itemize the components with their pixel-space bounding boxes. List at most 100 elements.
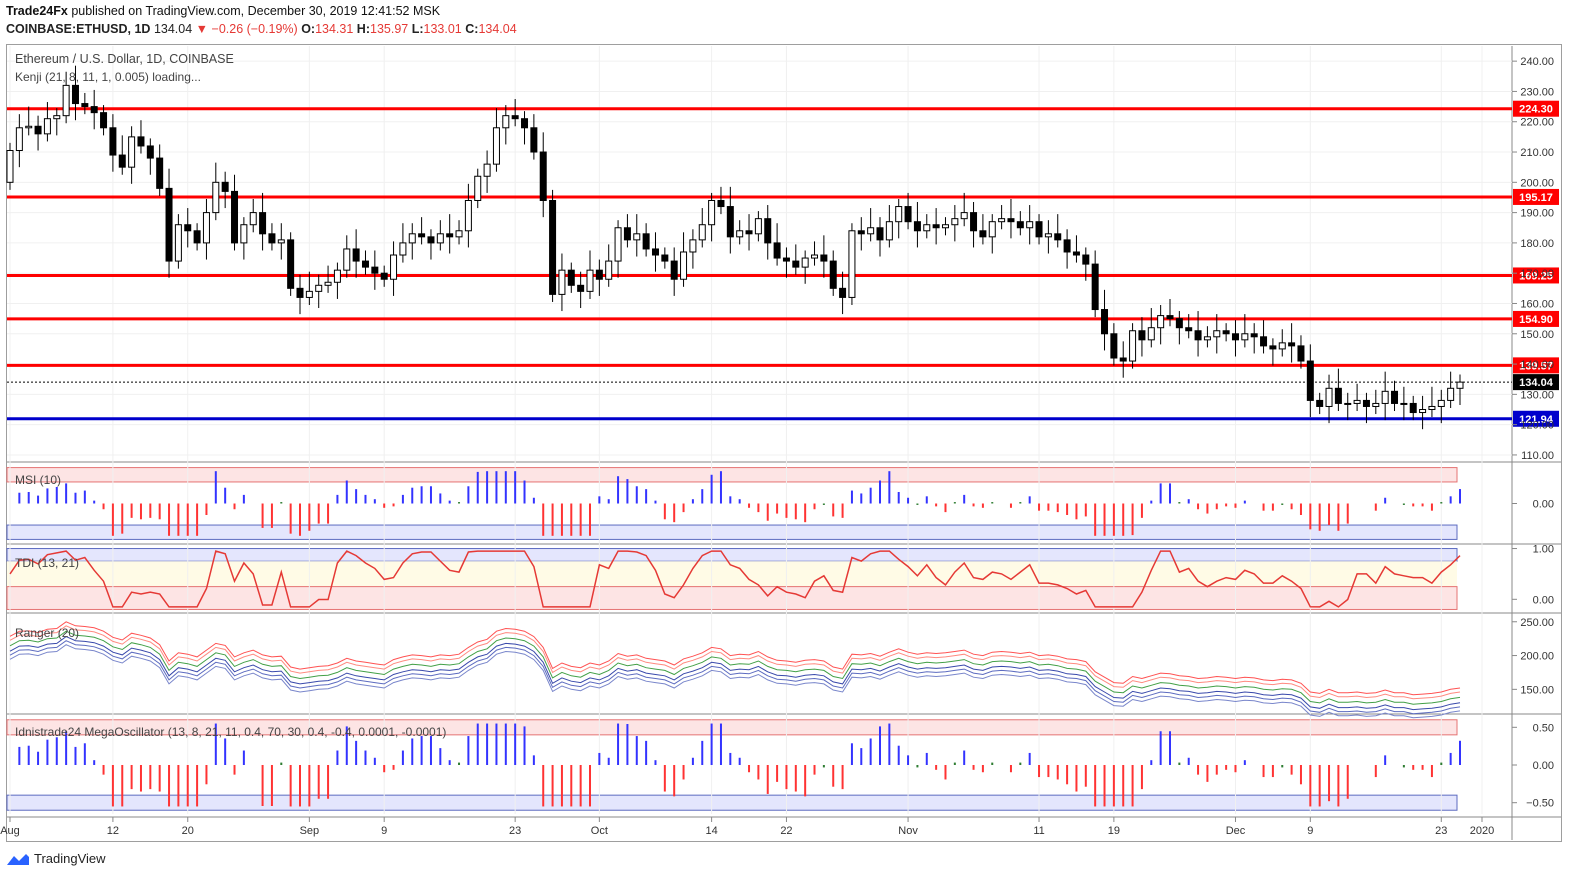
candle-body — [249, 212, 257, 226]
osc-axis-label: 1.00 — [1533, 544, 1554, 556]
candle-body — [174, 224, 182, 262]
candle-body — [324, 281, 332, 286]
candle-body — [782, 257, 790, 262]
candle-body — [754, 218, 762, 235]
candle-body — [876, 227, 884, 241]
candle-body — [296, 287, 304, 298]
candle-body — [1278, 342, 1286, 350]
candle-body — [221, 181, 229, 192]
candle-body — [904, 206, 912, 223]
symbol-name[interactable]: COINBASE:ETHUSD, 1D — [6, 22, 151, 36]
price-level-label: 139.57 — [1519, 360, 1553, 372]
candle-body — [502, 115, 510, 129]
candle-body — [259, 212, 267, 235]
candle-body — [895, 206, 903, 223]
footer-brand[interactable]: TradingView — [6, 851, 106, 866]
candle-body — [305, 290, 313, 298]
price-axis-label: 200.00 — [1520, 177, 1554, 189]
price-level-badge — [1513, 357, 1559, 374]
price-axis-label: 110.00 — [1521, 450, 1554, 462]
price-axis-label: 120.00 — [1520, 420, 1554, 432]
candle-body — [651, 248, 659, 256]
tdi-title[interactable]: TDI (13, 21) — [15, 556, 80, 570]
candle-body — [361, 260, 369, 268]
main-chart-title[interactable]: Ethereum / U.S. Dollar, 1D, COINBASE — [15, 52, 234, 66]
candle-body — [1016, 221, 1024, 229]
candle-body — [446, 233, 454, 238]
candle-body — [1362, 399, 1370, 407]
candle-body — [1372, 402, 1380, 407]
mega-oscillator-title[interactable]: Idnistrade24 MegaOscillator (13, 8, 21, … — [15, 725, 447, 739]
candle-body — [1157, 315, 1165, 329]
open-value: 134.31 — [315, 22, 354, 36]
candle-body — [577, 284, 585, 292]
candle-body — [333, 269, 341, 283]
candle-body — [595, 269, 603, 280]
time-axis-label: Dec — [1226, 825, 1246, 837]
candle-body — [1129, 330, 1137, 362]
candle-body — [549, 199, 557, 295]
candle-body — [521, 118, 529, 129]
candle-body — [633, 233, 641, 241]
price-level-label: 224.30 — [1519, 104, 1553, 116]
time-axis-label: 11 — [1033, 825, 1044, 837]
candle-body — [923, 224, 931, 232]
price-level-badge — [1513, 310, 1559, 327]
osc-axis-label: 0.00 — [1533, 594, 1554, 606]
msi-lower-band — [6, 524, 1458, 540]
candle-body — [165, 187, 173, 262]
candle-body — [408, 233, 416, 244]
price-level-badge — [1513, 410, 1559, 427]
candle-body — [642, 233, 650, 250]
chart-frame — [6, 44, 1562, 842]
candle-body — [1147, 327, 1155, 341]
osc-axis-label: 0.00 — [1533, 760, 1554, 772]
published-text: published on TradingView.com, December 3… — [67, 4, 441, 18]
candle-body — [680, 251, 688, 280]
high-value: 135.97 — [370, 22, 409, 36]
candle-body — [6, 150, 14, 183]
high-label: H: — [356, 22, 370, 36]
mega-lower-band — [6, 794, 1458, 811]
candle-body — [1456, 381, 1464, 389]
candle-body — [492, 127, 500, 165]
publisher-name[interactable]: Trade24Fx — [6, 4, 68, 18]
candle-body — [867, 227, 875, 235]
price-axis-label: 160.00 — [1520, 298, 1554, 310]
candle-body — [792, 260, 800, 268]
candle-body — [951, 218, 959, 226]
indicator-loading-text: Kenji (21, 8, 11, 1, 0.005) loading... — [15, 70, 201, 84]
time-axis-label: Aug — [0, 825, 20, 837]
candle-body — [1334, 387, 1342, 404]
candle-body — [614, 227, 622, 262]
price-level-label: 195.17 — [1519, 192, 1553, 204]
ranger-title[interactable]: Ranger (20) — [15, 626, 80, 640]
ranger-line — [9, 630, 1461, 705]
osc-axis-label: 200.00 — [1520, 651, 1554, 663]
candle-body — [932, 224, 940, 229]
close-value: 134.04 — [478, 22, 517, 36]
candle-body — [1007, 218, 1015, 223]
last-price-label: 134.04 — [1519, 377, 1554, 389]
last-price-badge — [1513, 374, 1559, 391]
candle-body — [1447, 387, 1455, 401]
osc-axis-label: 0.50 — [1533, 722, 1554, 734]
down-arrow-icon: ▼ — [195, 22, 209, 36]
candle-body — [455, 230, 463, 238]
candle-body — [1026, 221, 1034, 229]
low-value: 133.01 — [423, 22, 462, 36]
time-axis-label: 20 — [182, 825, 194, 837]
price-levels: 224.30 195.17 169.25 154.90 139.57 121.94 134.… — [7, 100, 1559, 427]
candle-body — [371, 266, 379, 274]
candle-body — [1260, 336, 1268, 347]
msi-title[interactable]: MSI (10) — [15, 473, 62, 487]
candle-body — [979, 230, 987, 238]
candle-body — [81, 103, 89, 108]
time-axis-label: 23 — [509, 825, 521, 837]
ranger-line — [9, 625, 1461, 700]
tdi-line — [9, 550, 1461, 608]
ranger-line — [9, 644, 1461, 719]
price-axis-label: 190.00 — [1520, 208, 1554, 220]
candle-body — [1250, 333, 1258, 338]
